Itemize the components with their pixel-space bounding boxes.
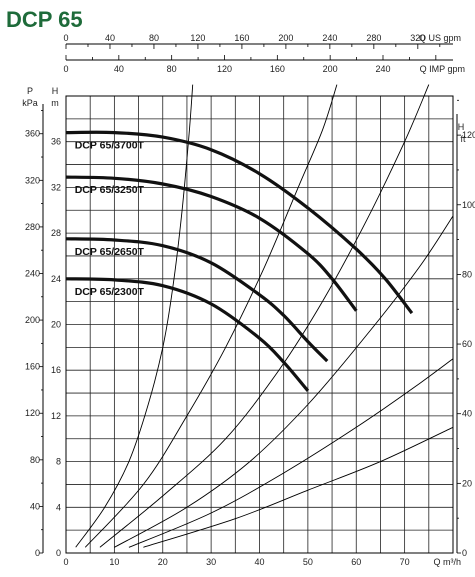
left-m-tick-label: 28 — [51, 228, 61, 238]
top-us-tick-label: 120 — [190, 33, 205, 43]
system-curve-5 — [128, 358, 454, 548]
x-tick-label: 10 — [109, 557, 119, 567]
left-m-tick-label: 24 — [51, 274, 61, 284]
left-kpa-tick-label: 120 — [25, 408, 40, 418]
left-m-tick-label: 12 — [51, 411, 61, 421]
plot-frame — [65, 95, 454, 554]
left-kpa-tick-label: 360 — [25, 129, 40, 139]
left-m-tick-label: 4 — [56, 502, 61, 512]
top-us-tick-label: 240 — [322, 33, 337, 43]
left-kpa-tick-label: 320 — [25, 175, 40, 185]
grid — [65, 95, 454, 554]
left-m-tick-label: 20 — [51, 320, 61, 330]
top-imp-tick-label: 120 — [217, 64, 232, 74]
pump-curve-2 — [65, 175, 358, 312]
x-tick-label: 50 — [303, 557, 313, 567]
system-curve-1 — [75, 84, 194, 548]
left-m-tick-label: 8 — [56, 457, 61, 467]
left-kpa-tick-label: 160 — [25, 362, 40, 372]
left-m-tick-label: 16 — [51, 365, 61, 375]
pump-curve-1 — [65, 130, 414, 315]
top-us-tick-label: 40 — [105, 33, 115, 43]
x-tick-label: 30 — [206, 557, 216, 567]
right-ft-label-top: H — [458, 122, 465, 132]
series-label-4: DCP 65/2300T — [75, 286, 145, 298]
left-kpa-tick-label: 240 — [25, 268, 40, 278]
top-us-tick-label: 80 — [149, 33, 159, 43]
top-us-tick-label: 160 — [234, 33, 249, 43]
left-kpa-label-bottom: kPa — [22, 98, 38, 108]
right-ft-tick-label: 120 — [462, 130, 475, 140]
top-axis-imp-label: Q IMP gpm — [420, 64, 465, 74]
left-kpa-label-top: P — [27, 86, 33, 96]
top-us-tick-label: 0 — [63, 33, 68, 43]
x-axis-label: Q m³/h — [433, 557, 461, 567]
left-kpa-tick-label: 200 — [25, 315, 40, 325]
top-us-tick-label: 320 — [410, 33, 425, 43]
top-us-tick-label: 280 — [366, 33, 381, 43]
system-curve-6 — [143, 426, 454, 548]
pump-curve-3 — [65, 237, 329, 363]
axes: 0 10 20 30 40 50 60 70 Q m³/h0 40 80 120 160 200 240 28… — [22, 33, 475, 567]
top-imp-tick-label: 200 — [323, 64, 338, 74]
top-imp-tick-label: 160 — [270, 64, 285, 74]
right-ft-tick-label: 40 — [462, 409, 472, 419]
top-us-tick-label: 200 — [278, 33, 293, 43]
system-curve-3 — [99, 84, 430, 548]
x-tick-label: 40 — [254, 557, 264, 567]
series-label-1: DCP 65/3700T — [75, 140, 145, 152]
x-tick-label: 60 — [351, 557, 361, 567]
right-ft-tick-label: 100 — [462, 200, 475, 210]
x-tick-label: 0 — [63, 557, 68, 567]
left-kpa-tick-label: 80 — [30, 455, 40, 465]
series-label-2: DCP 65/3250T — [75, 184, 145, 196]
left-kpa-tick-label: 280 — [25, 222, 40, 232]
chart-title: DCP 65 — [6, 7, 83, 32]
curves: DCP 65/3700T DCP 65/3250T DCP 65/2650T DCP … — [65, 84, 454, 548]
series-label-3: DCP 65/2650T — [75, 246, 145, 258]
right-ft-tick-label: 60 — [462, 339, 472, 349]
right-ft-tick-label: 0 — [462, 548, 467, 558]
system-curve-2 — [84, 84, 338, 548]
system-curve-4 — [114, 215, 454, 548]
top-imp-tick-label: 0 — [63, 64, 68, 74]
right-ft-label-bottom: ft — [460, 134, 466, 144]
left-m-tick-label: 0 — [56, 548, 61, 558]
x-tick-label: 70 — [400, 557, 410, 567]
left-m-label-top: H — [52, 86, 59, 96]
left-m-label-bottom: m — [51, 98, 59, 108]
x-tick-label: 20 — [158, 557, 168, 567]
top-axis-us-label: Q US gpm — [419, 33, 461, 43]
left-m-tick-label: 36 — [51, 137, 61, 147]
left-m-tick-label: 32 — [51, 182, 61, 192]
top-imp-tick-label: 240 — [375, 64, 390, 74]
right-ft-tick-label: 80 — [462, 269, 472, 279]
left-kpa-tick-label: 0 — [35, 548, 40, 558]
pump-curve-4 — [65, 277, 310, 392]
left-kpa-tick-label: 40 — [30, 501, 40, 511]
top-imp-tick-label: 40 — [114, 64, 124, 74]
top-imp-tick-label: 80 — [167, 64, 177, 74]
right-ft-tick-label: 20 — [462, 478, 472, 488]
